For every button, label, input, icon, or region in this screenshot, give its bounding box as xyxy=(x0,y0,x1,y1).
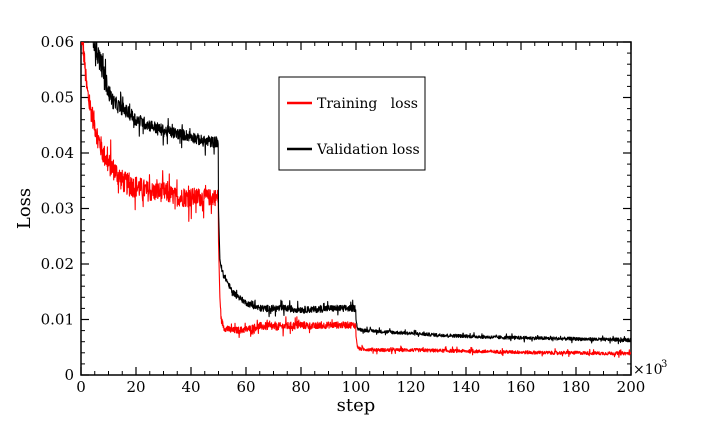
x-tick-label: 20 xyxy=(126,378,145,396)
x-tick-label: 80 xyxy=(291,378,310,396)
x-tick-label: 0 xyxy=(76,378,86,396)
x-multiplier-exponent: 3 xyxy=(661,359,667,370)
y-tick-label: 0.01 xyxy=(41,311,74,329)
x-tick-label: 140 xyxy=(452,378,481,396)
x-tick-label: 120 xyxy=(397,378,426,396)
x-tick-label: 100 xyxy=(342,378,371,396)
y-tick-label: 0.03 xyxy=(41,200,74,218)
y-axis-title: Loss xyxy=(14,188,35,229)
y-tick-label: 0.05 xyxy=(41,89,74,107)
axis-ticks xyxy=(80,41,632,376)
x-tick-label: 160 xyxy=(507,378,536,396)
training-loss-line xyxy=(81,42,631,358)
axis-tick-labels: 0 20 40 60 80 100 120 140 160 180 200 0 0.01 0.02 0.03… xyxy=(41,33,646,396)
y-tick-label: 0.04 xyxy=(41,144,74,162)
y-tick-label: 0.06 xyxy=(41,33,74,51)
y-tick-label: 0 xyxy=(64,366,74,384)
legend-label-validation: Validation loss xyxy=(316,142,420,158)
series-lines xyxy=(81,42,631,358)
x-multiplier-base: ×10 xyxy=(633,362,663,378)
legend: Training loss Validation loss xyxy=(278,76,426,171)
x-tick-label: 40 xyxy=(181,378,200,396)
x-tick-label: 180 xyxy=(562,378,591,396)
x-tick-label: 60 xyxy=(236,378,255,396)
x-tick-label: 200 xyxy=(617,378,646,396)
y-tick-label: 0.02 xyxy=(41,255,74,273)
validation-loss-line xyxy=(92,42,631,345)
legend-box xyxy=(278,76,426,171)
legend-label-training: Training loss xyxy=(317,96,418,112)
x-axis-multiplier: ×10 3 xyxy=(633,359,667,378)
x-axis-title: step xyxy=(337,395,376,416)
